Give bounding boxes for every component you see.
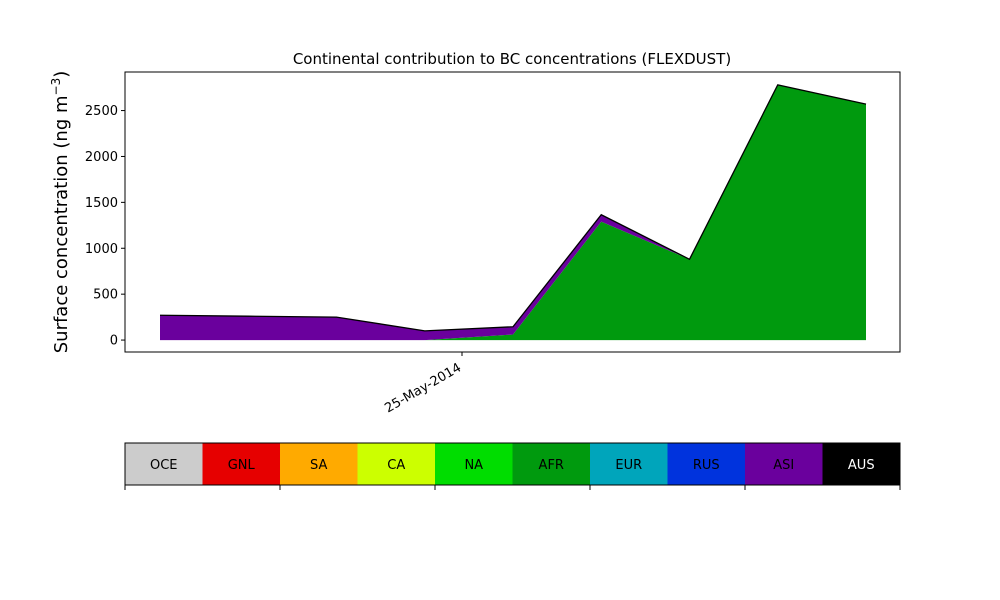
legend-label-rus: RUS [693,458,720,473]
total-outline [159,84,867,332]
area-series-afr [160,84,866,341]
legend-label-aus: AUS [848,458,875,473]
legend-swatch-oce [125,443,203,485]
legend-swatch-na [435,443,513,485]
axes-frame [124,71,901,353]
legend-swatch-eur [590,443,668,485]
legend-swatch-afr [512,443,591,485]
y-tick-label: 1500 [85,196,118,211]
legend-label-eur: EUR [615,458,642,473]
y-tick-label: 2000 [85,150,118,165]
legend-label-na: NA [464,458,483,473]
y-axis-label: Surface concentration (ng m−3) [49,71,72,354]
y-tick-label: 500 [93,288,118,303]
legend-swatch-gnl [202,443,281,485]
legend-label-asi: ASI [773,458,794,473]
legend-label-oce: OCE [150,458,178,473]
legend-swatch-aus [822,443,901,485]
legend-label-ca: CA [387,458,405,473]
legend-label-gnl: GNL [228,458,256,473]
legend-swatch-asi [745,443,823,485]
svg-text:Surface concentration (ng m−3): Surface concentration (ng m−3) [49,71,72,354]
legend-label-sa: SA [310,458,327,473]
y-tick-label: 1000 [85,242,118,257]
x-axis: 25-May-2014 [382,352,464,416]
y-tick-label: 2500 [85,104,118,119]
legend-colorbar: OCE GNL SA CA NA AFR EUR RUS ASI AUS [124,442,901,490]
legend-swatch-rus [667,443,746,485]
chart-title: Continental contribution to BC concentra… [293,50,731,68]
legend-swatch-ca [357,443,436,485]
x-tick-label: 25-May-2014 [382,360,464,416]
legend-frame [124,442,901,486]
plot-area [159,84,867,341]
legend-swatch-sa [280,443,358,485]
y-axis: 0 500 1000 1500 2000 2500 [85,104,125,349]
y-tick-label: 0 [110,334,118,349]
legend-label-afr: AFR [539,458,564,473]
